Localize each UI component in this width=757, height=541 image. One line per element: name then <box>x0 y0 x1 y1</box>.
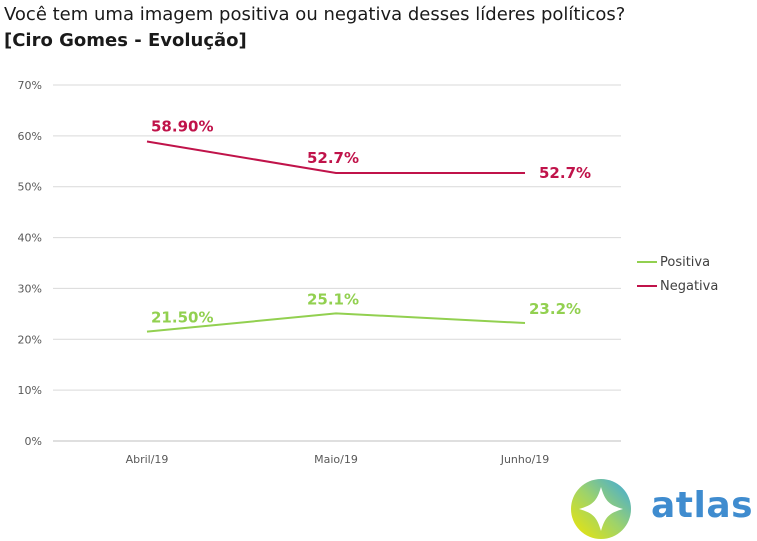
data-label: 23.2% <box>529 300 581 318</box>
y-axis: 0% 10% 20% 30% 40% 50% 60% 70% <box>18 79 42 448</box>
legend-label: Positiva <box>660 255 710 270</box>
chart-header: Você tem uma imagem positiva ou negativa… <box>4 2 625 54</box>
chart-subtitle: [Ciro Gomes - Evolução] <box>4 30 247 51</box>
legend-label: Negativa <box>660 279 718 294</box>
y-tick-label: 60% <box>18 130 42 143</box>
series-layer: 21.50% 25.1% 23.2% 58.90% 52.7% 52.7% <box>146 117 591 333</box>
data-label: 25.1% <box>307 290 359 308</box>
brand-name: atlas <box>651 485 754 526</box>
x-tick-label: Abril/19 <box>126 453 169 466</box>
data-label: 52.7% <box>307 149 359 167</box>
atlas-logo-icon <box>571 479 631 539</box>
y-tick-label: 30% <box>18 282 42 295</box>
data-label: 58.90% <box>151 117 213 135</box>
x-tick-label: Junho/19 <box>500 453 550 466</box>
y-tick-label: 70% <box>18 79 42 92</box>
y-tick-label: 40% <box>18 232 42 245</box>
y-tick-label: 10% <box>18 384 42 397</box>
x-axis: Abril/19 Maio/19 Junho/19 <box>126 453 550 466</box>
x-tick-label: Maio/19 <box>314 453 358 466</box>
grid-lines <box>53 84 621 442</box>
chart-title: Você tem uma imagem positiva ou negativa… <box>4 4 626 25</box>
data-label: 52.7% <box>539 164 591 182</box>
y-tick-label: 20% <box>18 333 42 346</box>
data-label: 21.50% <box>151 309 213 327</box>
y-tick-label: 0% <box>25 435 42 448</box>
legend: Positiva Negativa <box>637 255 718 294</box>
y-tick-label: 50% <box>18 181 42 194</box>
